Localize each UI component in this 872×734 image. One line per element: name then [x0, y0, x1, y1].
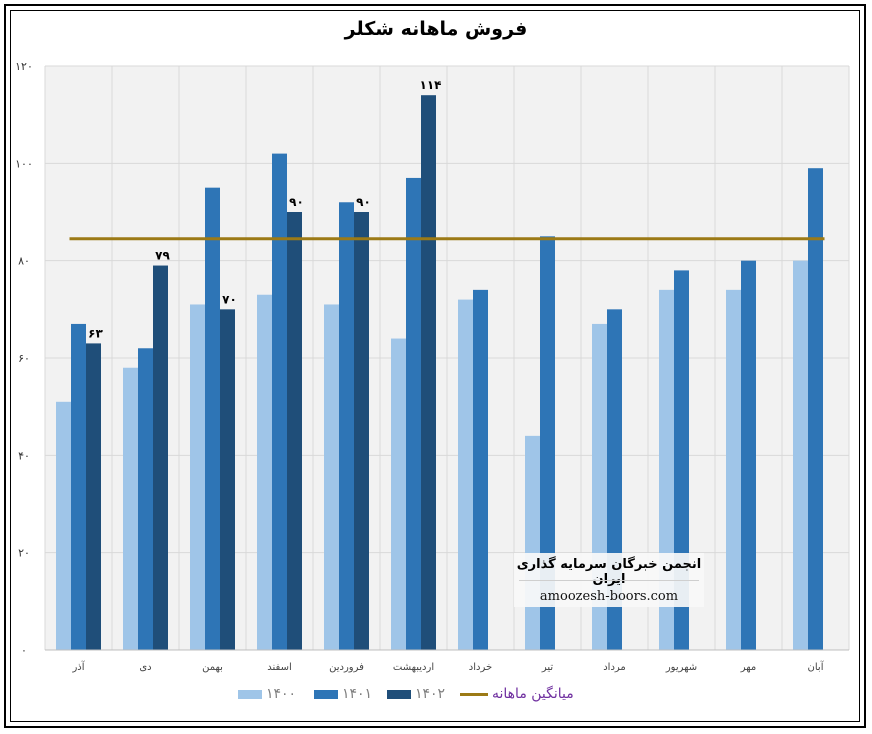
watermark-url: amoozesh-boors.com	[539, 589, 679, 604]
data-label: ۷۹	[155, 249, 170, 263]
y-tick-label: ۲۰	[18, 547, 30, 560]
bar-۱۴۰۰-2	[190, 304, 205, 650]
legend-label-1402: ۱۴۰۲	[415, 686, 446, 702]
x-tick-label: شهریور	[665, 662, 697, 673]
bar-۱۴۰۱-7	[540, 236, 555, 651]
bar-۱۴۰۱-2	[205, 187, 220, 650]
legend-label-average: میانگین ماهانه	[492, 686, 574, 702]
legend-swatch-1400	[238, 690, 262, 699]
bar-۱۴۰۱-3	[272, 153, 287, 650]
bar-۱۴۰۲-5	[421, 95, 436, 650]
data-label: ۹۰	[289, 195, 304, 209]
x-tick-label: بهمن	[202, 662, 223, 673]
bar-۱۴۰۲-4	[354, 212, 369, 650]
x-tick-label: آذر	[71, 660, 85, 673]
x-tick-label: دی	[139, 662, 151, 673]
bar-۱۴۰۰-7	[525, 435, 540, 650]
bar-۱۴۰۰-11	[793, 260, 808, 650]
data-label: ۷۰	[222, 292, 237, 306]
y-tick-label: ۱۲۰	[15, 60, 33, 73]
x-tick-label: آبان	[808, 660, 825, 673]
outer-frame	[4, 4, 866, 728]
bar-۱۴۰۱-11	[808, 168, 823, 650]
y-tick-label: ۰	[21, 644, 27, 657]
y-tick-label: ۴۰	[18, 449, 30, 462]
bar-۱۴۰۰-4	[324, 304, 339, 650]
x-tick-label: اسفند	[267, 662, 291, 673]
data-label: ۶۳	[88, 326, 103, 340]
bar-۱۴۰۱-6	[473, 289, 488, 650]
bar-۱۴۰۲-2	[220, 309, 235, 650]
bar-۱۴۰۰-5	[391, 338, 406, 650]
x-tick-label: تیر	[541, 662, 554, 673]
chart-title: فروش ماهانه شکلر	[344, 18, 528, 40]
bar-۱۴۰۲-1	[153, 265, 168, 650]
bar-۱۴۰۱-5	[406, 177, 421, 650]
bar-۱۴۰۰-0	[56, 401, 71, 650]
bar-۱۴۰۱-1	[138, 348, 153, 650]
data-label: ۱۱۴	[420, 78, 442, 92]
x-tick-label: خرداد	[469, 662, 492, 673]
y-tick-label: ۸۰	[18, 255, 30, 268]
watermark-divider	[519, 580, 699, 581]
bar-۱۴۰۲-3	[287, 212, 302, 650]
legend-label-1401: ۱۴۰۱	[342, 686, 373, 702]
watermark-title: انجمن خبرگان سرمایه گذاری ایران	[516, 557, 702, 587]
legend: ۱۴۰۰ ۱۴۰۱ ۱۴۰۲ میانگین ماهانه	[0, 684, 872, 704]
x-tick-label: فروردین	[329, 662, 364, 673]
x-tick-label: اردیبهشت	[393, 662, 434, 673]
bar-۱۴۰۱-4	[339, 202, 354, 650]
legend-label-1400: ۱۴۰۰	[266, 686, 297, 702]
bar-۱۴۰۰-10	[726, 289, 741, 650]
legend-swatch-1402	[387, 690, 411, 699]
inner-frame	[10, 10, 860, 722]
legend-swatch-1401	[314, 690, 338, 699]
y-tick-label: ۶۰	[18, 352, 30, 365]
legend-line-average	[460, 693, 488, 696]
bar-۱۴۰۲-0	[86, 343, 101, 650]
x-tick-label: مهر	[740, 662, 756, 673]
bar-۱۴۰۱-0	[71, 323, 86, 650]
bar-۱۴۰۱-10	[741, 260, 756, 650]
y-tick-label: ۱۰۰	[15, 157, 33, 170]
bar-۱۴۰۰-1	[123, 367, 138, 650]
x-tick-label: مرداد	[603, 662, 626, 673]
bar-۱۴۰۰-3	[257, 294, 272, 650]
data-label: ۹۰	[356, 195, 371, 209]
bar-۱۴۰۰-6	[458, 299, 473, 650]
